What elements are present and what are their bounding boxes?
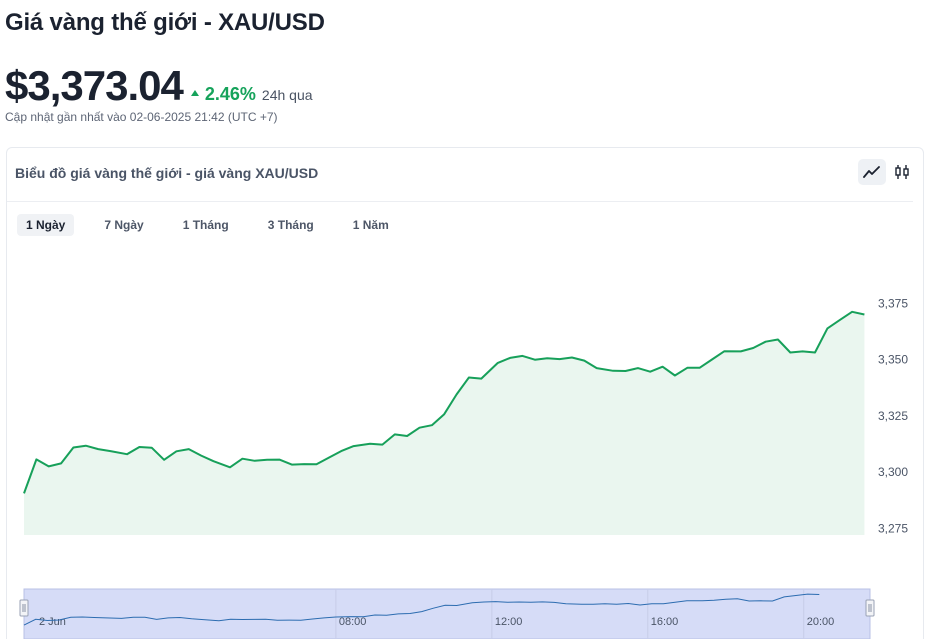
candlestick-toggle[interactable] <box>888 159 916 185</box>
navigator-window <box>23 588 871 639</box>
range-tab[interactable]: 1 Tháng <box>182 218 229 232</box>
line-chart-icon <box>863 166 880 178</box>
y-tick-label: 3,275 <box>878 521 908 535</box>
chart-card-title: Biểu đồ giá vàng thế giới - giá vàng XAU… <box>15 165 319 181</box>
price-row: $3,373.04 2.46% 24h qua <box>5 62 313 110</box>
range-tab[interactable]: 1 Năm <box>352 218 389 232</box>
navigator-line <box>23 593 820 626</box>
navigator-right-handle[interactable] <box>865 599 875 617</box>
range-tab[interactable]: 7 Ngày <box>104 218 144 232</box>
price-change: 2.46% 24h qua <box>190 84 313 105</box>
range-tabs: 1 Ngày 7 Ngày 1 Tháng 3 Tháng 1 Năm <box>17 214 419 236</box>
page-title: Giá vàng thế giới - XAU/USD <box>5 9 325 36</box>
candlestick-icon <box>895 165 909 179</box>
navigator-x-label: 12:00 <box>495 616 523 628</box>
range-tab[interactable]: 1 Ngày <box>17 214 75 236</box>
arrow-up-icon <box>190 90 199 96</box>
change-percent: 2.46% <box>204 84 256 104</box>
current-price: $3,373.04 <box>5 62 184 109</box>
y-tick-label: 3,325 <box>878 409 908 423</box>
navigator-left-handle[interactable] <box>19 599 29 617</box>
price-area <box>24 311 865 535</box>
card-divider <box>7 201 913 202</box>
change-period: 24h qua <box>261 87 313 103</box>
navigator-x-label: 08:00 <box>339 616 367 628</box>
y-tick-label: 3,350 <box>878 353 908 367</box>
range-tab[interactable]: 3 Tháng <box>267 218 314 232</box>
price-line <box>23 310 865 494</box>
y-tick-label: 3,375 <box>878 296 908 310</box>
y-tick-label: 3,300 <box>878 465 908 479</box>
navigator-x-label: 16:00 <box>651 616 679 628</box>
last-updated: Cập nhật gần nhất vào 02-06-2025 21:42 (… <box>5 110 278 124</box>
navigator-x-label: 2 Jun <box>39 616 66 628</box>
line-chart-toggle[interactable] <box>858 159 886 185</box>
navigator-x-label: 20:00 <box>807 616 835 628</box>
